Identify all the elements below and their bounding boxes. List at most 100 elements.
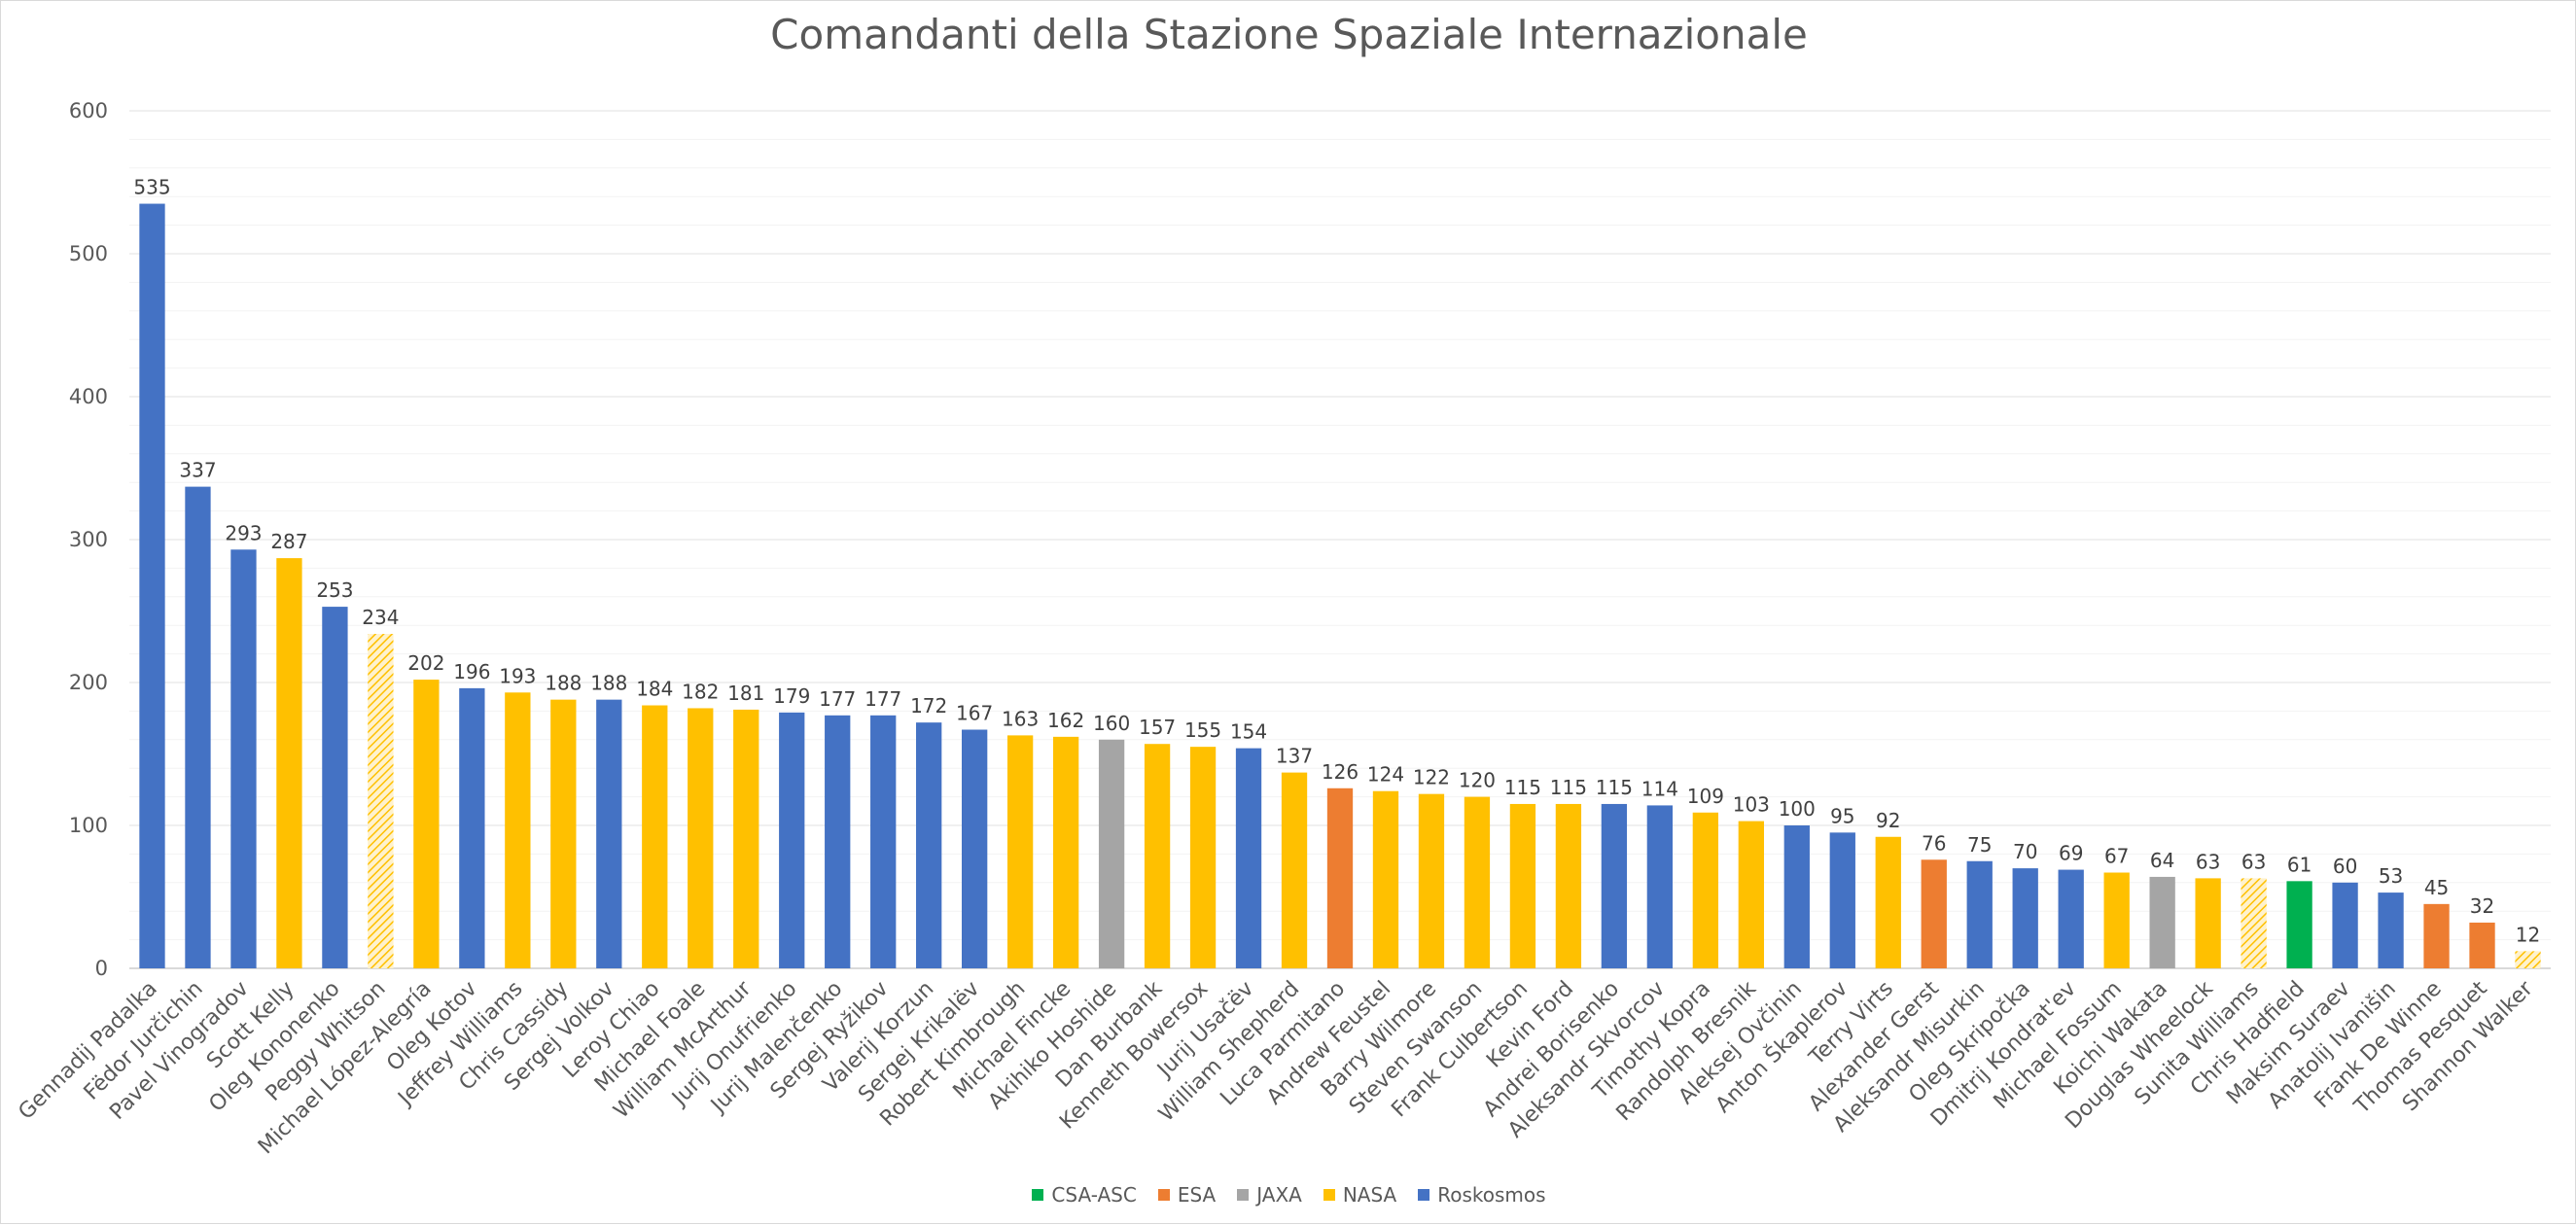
legend-swatch — [1157, 1189, 1170, 1201]
data-label: 92 — [1876, 809, 1900, 832]
legend-label: Roskosmos — [1437, 1183, 1546, 1207]
y-tick-label: 300 — [69, 528, 108, 551]
bar — [2195, 878, 2221, 968]
bar — [825, 715, 851, 968]
bar — [1509, 803, 1536, 968]
bar — [2515, 951, 2541, 968]
legend-label: ESA — [1177, 1183, 1217, 1207]
bar — [1189, 747, 1217, 968]
bar — [642, 705, 668, 968]
bar — [1646, 805, 1674, 968]
data-label: 154 — [1230, 720, 1267, 744]
bar — [1875, 836, 1901, 968]
bar — [139, 203, 165, 969]
data-label: 337 — [179, 459, 216, 482]
bar — [1829, 832, 1855, 968]
data-label: 69 — [2059, 842, 2083, 865]
data-label: 115 — [1504, 776, 1541, 799]
data-label: 76 — [1922, 831, 1946, 855]
legend: CSA-ASC ESA JAXA NASA Roskosmos — [1, 1183, 2576, 1207]
data-label: 253 — [316, 578, 353, 602]
data-label: 234 — [362, 606, 399, 629]
bar — [1418, 793, 1445, 968]
bar — [1601, 803, 1628, 968]
bar — [1281, 772, 1308, 968]
data-label: 100 — [1779, 797, 1816, 821]
legend-item: JAXA — [1237, 1183, 1302, 1207]
bar — [2058, 869, 2084, 968]
bar — [276, 558, 302, 968]
data-label: 182 — [682, 680, 719, 703]
data-label: 63 — [2241, 850, 2266, 873]
bar — [1464, 796, 1491, 968]
data-labels: 535 337 293 287 253 234 202 196 193 188 188 184 182 1… — [133, 176, 2540, 947]
data-label: 70 — [2013, 840, 2037, 863]
bar — [870, 715, 897, 968]
legend-label: JAXA — [1256, 1183, 1302, 1207]
data-label: 124 — [1367, 763, 1404, 787]
data-label: 160 — [1093, 712, 1130, 735]
data-label: 163 — [1002, 707, 1039, 730]
bar — [1692, 812, 1719, 968]
data-label: 167 — [956, 702, 993, 725]
legend-swatch — [1237, 1189, 1250, 1201]
bar — [1738, 821, 1764, 968]
bar — [2469, 922, 2495, 968]
data-label: 122 — [1413, 766, 1450, 789]
data-label: 155 — [1184, 718, 1221, 742]
bar — [2241, 878, 2267, 968]
y-tick-label: 100 — [69, 814, 108, 837]
y-axis-ticks: 0 100 200 300 400 500 600 — [69, 99, 108, 980]
data-label: 126 — [1322, 760, 1359, 784]
data-label: 177 — [865, 687, 901, 711]
data-label: 188 — [590, 672, 627, 695]
bar — [2012, 868, 2038, 968]
data-label: 53 — [2379, 864, 2403, 888]
legend-label: NASA — [1342, 1183, 1397, 1207]
bar — [1966, 860, 1993, 968]
data-label: 188 — [545, 672, 582, 695]
bars — [139, 203, 2541, 969]
data-label: 157 — [1139, 716, 1176, 739]
bar — [733, 709, 759, 968]
data-label: 95 — [1830, 804, 1854, 827]
legend-item: ESA — [1157, 1183, 1217, 1207]
legend-item: Roskosmos — [1418, 1183, 1546, 1207]
data-label: 103 — [1733, 793, 1770, 817]
data-label: 162 — [1047, 709, 1084, 732]
data-label: 63 — [2196, 850, 2220, 873]
bar — [368, 634, 394, 968]
bar — [1052, 736, 1079, 968]
gridlines — [129, 110, 2551, 969]
data-label: 114 — [1641, 777, 1678, 800]
bar — [1326, 788, 1354, 968]
data-label: 61 — [2287, 853, 2311, 876]
bar — [2378, 892, 2404, 968]
legend-item: NASA — [1323, 1183, 1396, 1207]
y-tick-label: 600 — [69, 99, 108, 122]
bar — [1144, 744, 1171, 968]
bar — [596, 699, 622, 968]
data-label: 137 — [1276, 745, 1313, 768]
data-label: 120 — [1459, 769, 1496, 792]
data-label: 177 — [819, 687, 856, 711]
data-label: 184 — [636, 678, 673, 701]
bar — [688, 708, 714, 968]
bar — [2332, 882, 2358, 968]
bar — [185, 486, 211, 968]
y-tick-label: 200 — [69, 671, 108, 694]
y-tick-label: 500 — [69, 242, 108, 265]
bar — [1921, 859, 1947, 968]
bar — [505, 692, 531, 968]
legend-swatch — [1418, 1189, 1430, 1201]
bar — [1006, 735, 1034, 968]
data-label: 202 — [407, 651, 444, 675]
bar — [2423, 903, 2450, 968]
data-label: 115 — [1596, 776, 1633, 799]
legend-swatch — [1323, 1189, 1335, 1201]
bar — [550, 699, 577, 968]
data-label: 193 — [499, 664, 536, 687]
data-label: 32 — [2470, 894, 2494, 918]
